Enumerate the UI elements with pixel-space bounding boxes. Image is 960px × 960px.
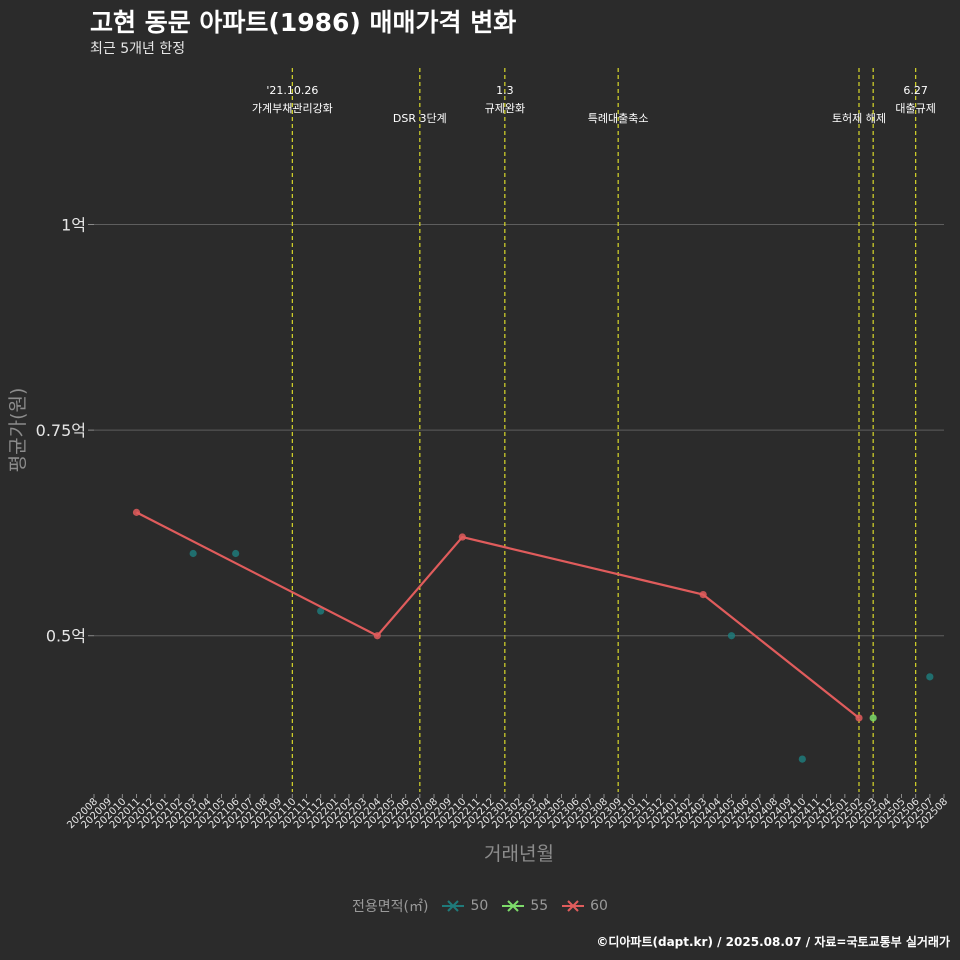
data-point-50 [926,673,934,681]
x-axis-title: 거래년월 [484,843,554,865]
event-label: 1.3 [496,84,514,97]
chart-area: 0.5억 0.75억 1억 '21.10.26 가계부채관리강화 DSR 3단계 1.3 규제… [7,68,950,865]
legend-label: 50 [470,898,489,914]
event-label: 특례대출축소 [588,112,649,125]
data-point-60 [699,591,707,599]
data-point-60 [132,508,141,516]
legend-item-60: 60 [562,898,608,914]
legend-item-50: 50 [442,898,488,914]
y-tick-label: 1억 [61,215,86,234]
event-label: 가계부채관리강화 [252,102,333,115]
legend-label: 55 [530,898,549,914]
event-label: 6.27 [903,84,928,97]
legend-key-icon [442,899,465,913]
event-label: '21.10.26 [266,84,318,97]
legend: 전용면적(㎡) 50 55 60 [0,896,960,916]
data-point-60 [458,533,466,541]
event-label: 규제완화 [485,102,525,115]
data-point-60 [855,714,863,722]
data-point-55 [869,714,877,722]
data-point-50 [189,549,197,558]
event-label: DSR 3단계 [393,112,447,125]
chart-subtitle: 최근 5개년 한정 [90,41,186,57]
y-tick-label: 0.75억 [36,421,86,440]
data-point-50 [727,632,736,640]
data-point-50 [798,755,806,763]
y-axis-title: 평균가(원) [7,388,29,473]
data-point-50 [232,549,240,558]
legend-key-icon [502,899,525,913]
y-tick-label: 0.5억 [46,627,86,646]
data-point-50 [317,607,325,615]
legend-key-icon [562,899,585,913]
source-caption: ©디아파트(dapt.kr) / 2025.08.07 / 자료=국토교통부 실… [596,935,950,949]
series-line-60 [135,511,860,719]
legend-item-55: 55 [502,898,548,914]
data-point-60 [373,632,381,640]
legend-label: 60 [590,898,608,914]
event-label: 토허제 해제 [832,111,886,125]
event-label: 대출규제 [895,102,935,115]
chart-title: 고현 동문 아파트(1986) 매매가격 변화 [90,8,517,37]
legend-title: 전용면적(㎡) [352,899,429,915]
